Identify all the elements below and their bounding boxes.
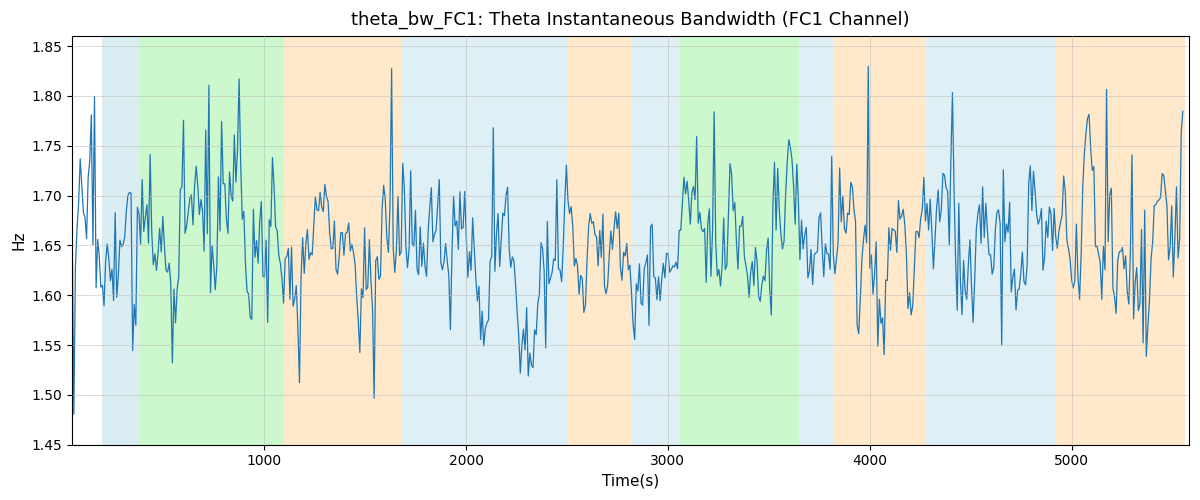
Bar <box>680 36 799 445</box>
Bar <box>1056 36 1184 445</box>
Bar <box>631 36 680 445</box>
Bar <box>102 36 139 445</box>
Bar <box>284 36 401 445</box>
Bar <box>799 36 834 445</box>
Y-axis label: Hz: Hz <box>11 230 26 250</box>
Bar <box>566 36 631 445</box>
Bar <box>401 36 566 445</box>
X-axis label: Time(s): Time(s) <box>602 474 659 489</box>
Bar <box>834 36 926 445</box>
Bar <box>926 36 1056 445</box>
Title: theta_bw_FC1: Theta Instantaneous Bandwidth (FC1 Channel): theta_bw_FC1: Theta Instantaneous Bandwi… <box>352 11 910 30</box>
Bar <box>139 36 284 445</box>
